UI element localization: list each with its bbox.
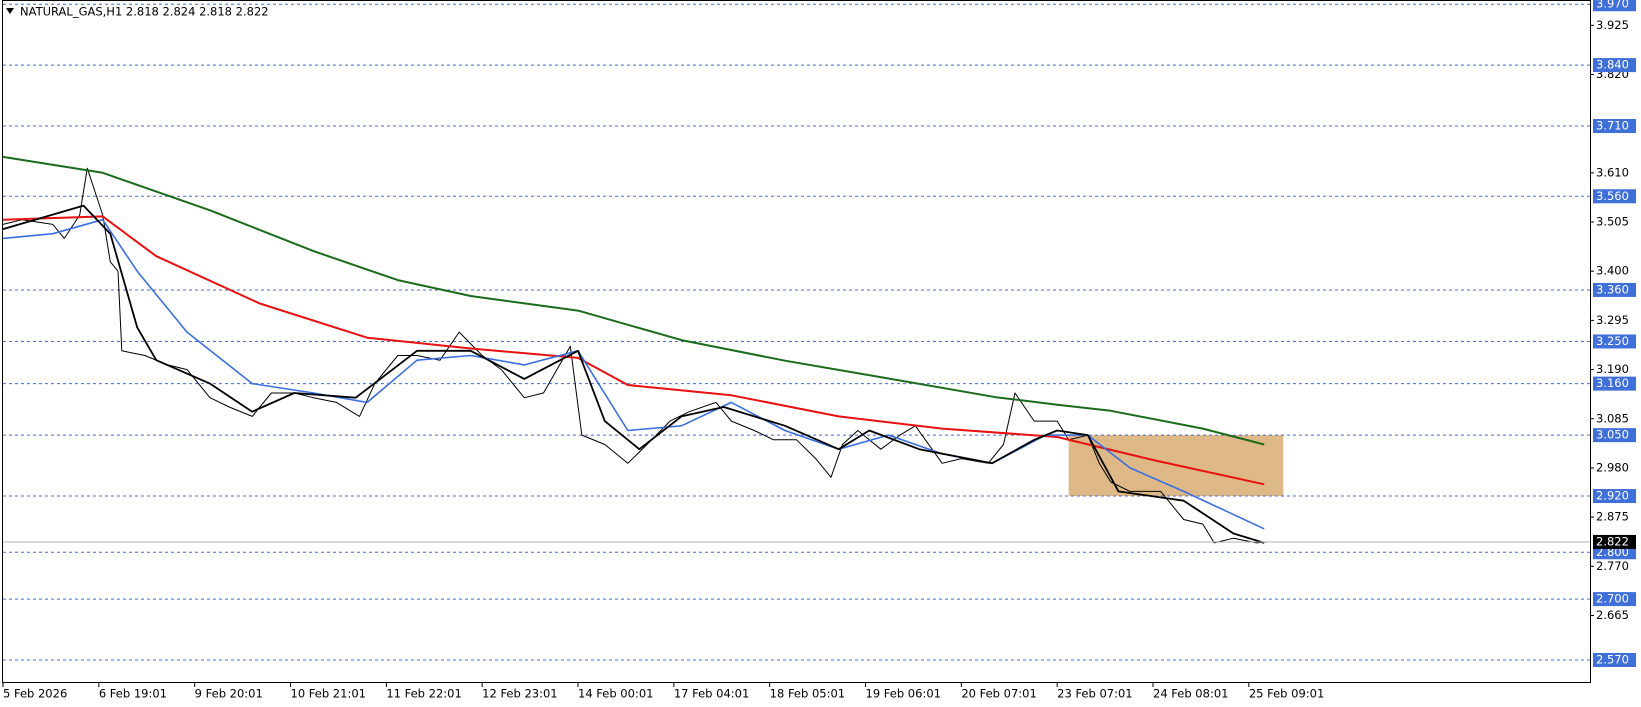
level-label: 3.710 (1596, 119, 1629, 133)
y-tick-label: 3.085 (1596, 411, 1629, 425)
series-line (2, 155, 1265, 446)
y-tick-label: 2.665 (1596, 608, 1629, 622)
level-label: 3.970 (1596, 0, 1629, 11)
series-line (2, 167, 1269, 544)
y-tick-label: 2.980 (1596, 460, 1629, 474)
level-label: 2.570 (1596, 652, 1629, 666)
x-tick-label: 12 Feb 23:01 (482, 687, 557, 701)
y-tick-label: 3.610 (1596, 165, 1629, 179)
current-price-box (1593, 534, 1636, 549)
level-label: 3.360 (1596, 282, 1629, 296)
series-line (2, 204, 1265, 544)
y-tick-label: 3.505 (1596, 215, 1629, 229)
x-tick-label: 25 Feb 09:01 (1249, 687, 1324, 701)
x-tick-label: 6 Feb 19:01 (99, 687, 167, 701)
level-label-box (1593, 428, 1636, 443)
x-tick-label: 14 Feb 00:01 (578, 687, 653, 701)
chart-title: NATURAL_GAS,H1 2.818 2.824 2.818 2.822 (20, 5, 269, 19)
y-tick-label: 3.295 (1596, 313, 1629, 327)
x-tick-label: 19 Feb 06:01 (866, 687, 941, 701)
x-tick-label: 11 Feb 22:01 (386, 687, 461, 701)
x-tick-label: 9 Feb 20:01 (195, 687, 263, 701)
y-tick-label: 2.770 (1596, 559, 1629, 573)
level-label: 3.160 (1596, 376, 1629, 390)
level-label: 3.560 (1596, 189, 1629, 203)
level-label-box (1593, 119, 1636, 134)
level-label-box (1593, 376, 1636, 391)
y-tick-label: 3.190 (1596, 362, 1629, 376)
x-tick-label: 23 Feb 07:01 (1057, 687, 1132, 701)
x-tick-label: 24 Feb 08:01 (1153, 687, 1228, 701)
level-label-box (1593, 334, 1636, 349)
x-tick-label: 5 Feb 2026 (3, 687, 67, 701)
level-label-box (1593, 189, 1636, 204)
x-tick-label: 18 Feb 05:01 (770, 687, 845, 701)
plot-frame (2, 0, 1591, 683)
current-price-label: 2.822 (1596, 534, 1629, 548)
y-tick-label: 3.400 (1596, 264, 1629, 278)
level-label-box (1593, 489, 1636, 504)
level-label-box (1593, 592, 1636, 607)
level-label-box (1593, 282, 1636, 297)
level-label: 2.920 (1596, 489, 1629, 503)
x-tick-label: 10 Feb 21:01 (291, 687, 366, 701)
level-label: 3.250 (1596, 334, 1629, 348)
y-tick-label: 2.875 (1596, 510, 1629, 524)
level-label-box (1593, 58, 1636, 73)
series-line (2, 215, 1265, 486)
level-label-box (1593, 0, 1636, 12)
level-label-box (1593, 652, 1636, 667)
level-label: 3.050 (1596, 428, 1629, 442)
menu-arrow[interactable] (6, 8, 14, 14)
x-tick-label: 17 Feb 04:01 (674, 687, 749, 701)
y-tick-label: 3.925 (1596, 18, 1629, 32)
x-tick-label: 20 Feb 07:01 (961, 687, 1036, 701)
level-label: 3.840 (1596, 58, 1629, 72)
level-label: 2.700 (1596, 592, 1629, 606)
